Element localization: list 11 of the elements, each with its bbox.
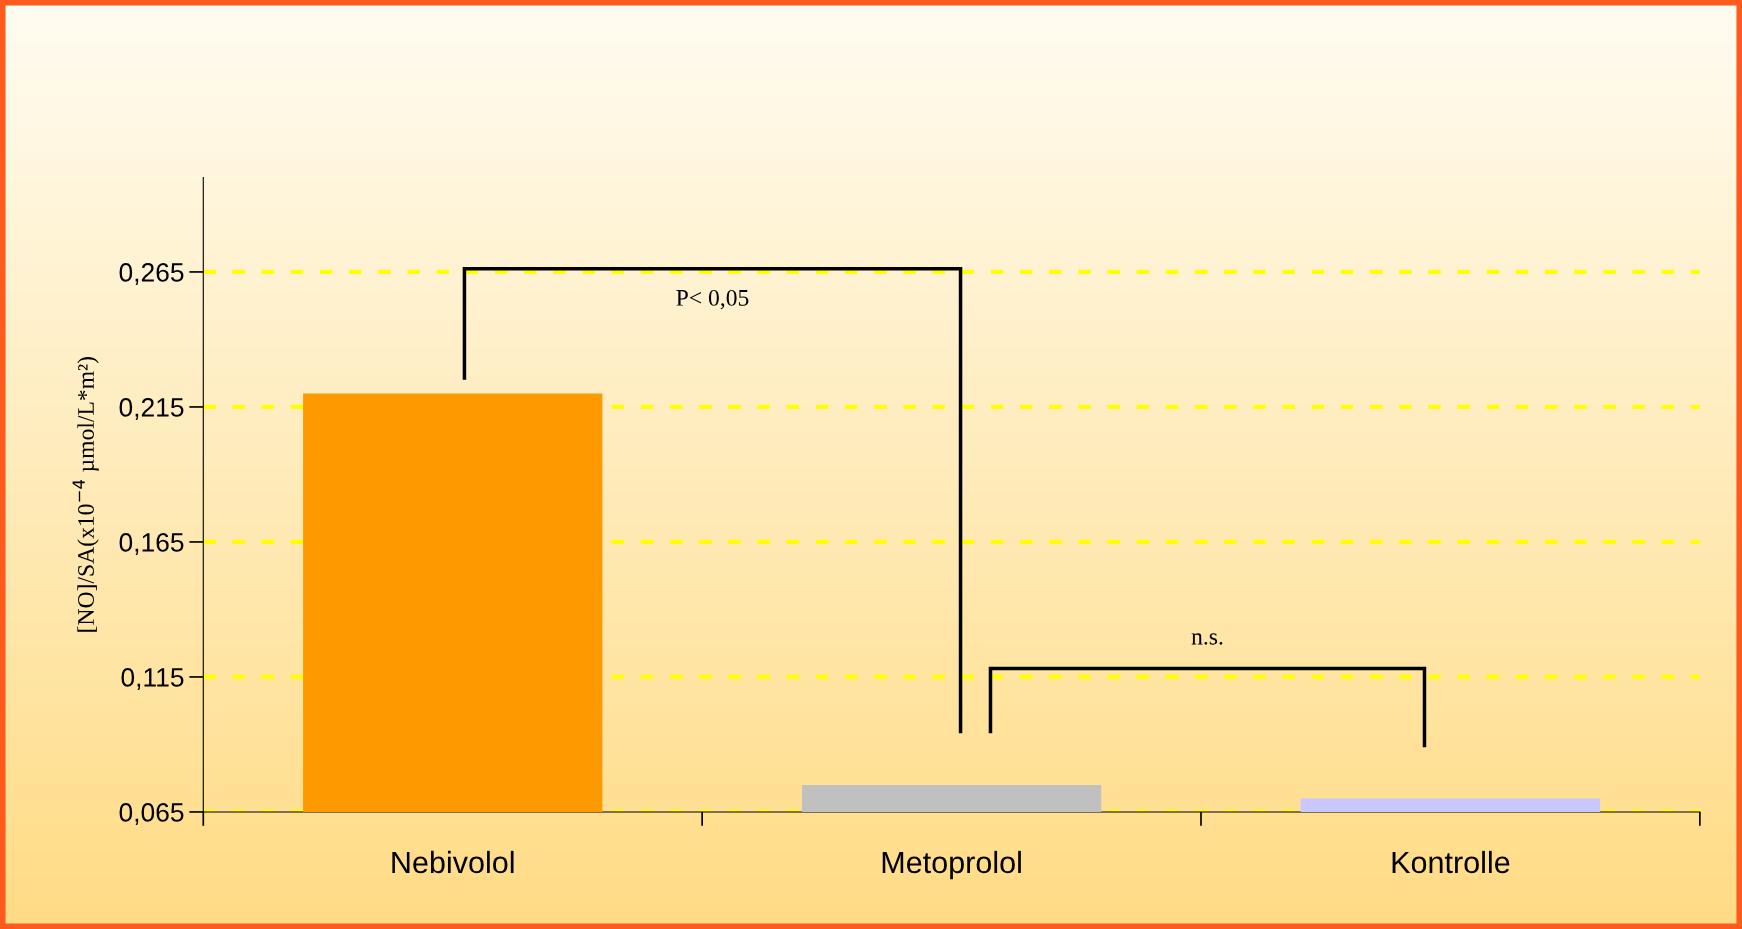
y-tick-label: 0,215 bbox=[119, 398, 184, 420]
annotation: n.s. bbox=[1191, 633, 1223, 645]
annotation: P< 0,05 bbox=[676, 289, 749, 310]
y-tick-label: 0,265 bbox=[119, 263, 184, 285]
y-axis-title: [NO]/SA(x10$^{−4}$ µmol/L*m²) bbox=[72, 357, 99, 632]
x-tick-label: Nebivolol bbox=[392, 850, 514, 874]
y-tick-label: 0,065 bbox=[119, 803, 184, 825]
x-tick-label: Kontrolle bbox=[1392, 850, 1510, 874]
x-tick-label: Metoprolol bbox=[882, 850, 1021, 880]
y-tick-label: 0,165 bbox=[119, 533, 184, 555]
y-tick-label: 0,115 bbox=[121, 668, 184, 690]
